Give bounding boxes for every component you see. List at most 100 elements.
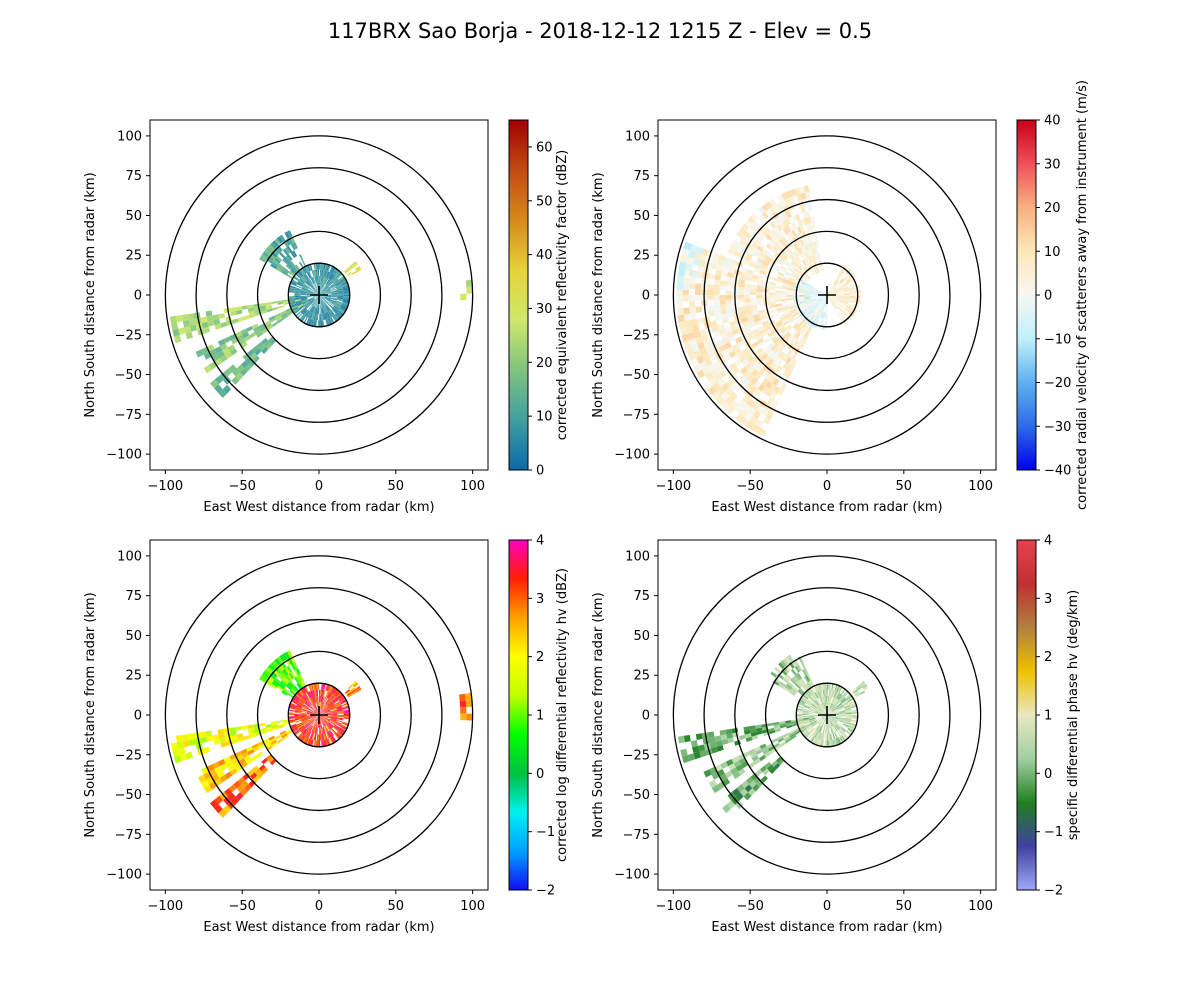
echo-cell [835, 685, 839, 692]
echo-cell [750, 295, 756, 299]
echo-cell [834, 699, 839, 705]
echo-cell [212, 734, 220, 741]
echo-cell [776, 305, 783, 309]
echo-cell [787, 248, 793, 255]
echo-cell [744, 327, 752, 334]
echo-cell [808, 688, 813, 695]
range-ring [226, 198, 412, 392]
echo-cell [718, 328, 726, 336]
echo-cell [812, 228, 817, 236]
echo-cell [342, 705, 349, 709]
echo-cell [815, 725, 820, 731]
echo-cell [308, 264, 312, 272]
echo-cell [202, 746, 211, 754]
echo-cell [343, 297, 350, 300]
echo-cell [838, 296, 844, 298]
echo-cell [793, 322, 799, 329]
echo-cell [834, 281, 839, 287]
echo-cell [459, 700, 467, 708]
echo-cell [296, 303, 303, 307]
echo-cell [777, 388, 785, 396]
x-tick-label: 0 [315, 899, 323, 914]
echo-cell [831, 287, 837, 292]
echo-cell [829, 703, 833, 710]
echo-cell [295, 668, 301, 675]
echo-cell [808, 312, 813, 318]
echo-cell [331, 296, 338, 298]
echo-cell [807, 303, 813, 308]
echo-cell [781, 286, 788, 290]
echo-cell [336, 719, 343, 723]
echo-cell [330, 707, 337, 711]
echo-cell [301, 287, 308, 291]
echo-cell [790, 273, 797, 279]
echo-cell [295, 299, 302, 303]
echo-cell [319, 289, 323, 295]
echo-cell [843, 702, 849, 707]
echo-cell [229, 727, 236, 733]
echo-cell [849, 724, 856, 729]
echo-cell [757, 337, 765, 345]
echo-cell [824, 702, 827, 709]
echo-cell [295, 693, 301, 699]
colorbar-tick-label: 1 [536, 709, 544, 724]
echo-cell [803, 684, 809, 691]
echo-cell [831, 719, 836, 725]
echo-cell [297, 702, 303, 707]
echo-cell [821, 715, 827, 719]
echo-cell [849, 702, 856, 707]
echo-cell [210, 379, 219, 389]
echo-cell [321, 300, 325, 307]
echo-cell [761, 353, 769, 361]
echo-cell [319, 715, 326, 717]
echo-cell [844, 720, 851, 724]
echo-cell [816, 289, 822, 293]
echo-cell [832, 708, 838, 713]
echo-cell [716, 745, 724, 752]
echo-cell [720, 391, 730, 401]
echo-cell [833, 280, 837, 286]
echo-cell [804, 732, 810, 738]
echo-cell [828, 696, 830, 703]
echo-cell [804, 274, 810, 280]
echo-cell [772, 346, 780, 354]
echo-cell [301, 709, 308, 712]
echo-cell [286, 274, 294, 280]
echo-cell [690, 734, 697, 741]
echo-cell [730, 324, 738, 331]
echo-cell [270, 263, 277, 270]
echo-cell [816, 297, 822, 301]
echo-cell [802, 710, 809, 713]
echo-cell [751, 307, 758, 313]
echo-cell [713, 289, 720, 295]
y-tick-label: −50 [115, 368, 142, 383]
echo-cell [809, 709, 816, 712]
echo-cell [298, 270, 304, 277]
echo-cell [327, 281, 333, 287]
echo-cell [288, 716, 295, 718]
echo-cell [294, 677, 300, 684]
echo-cell [333, 726, 339, 732]
echo-cell [332, 307, 338, 313]
echo-cell [826, 727, 827, 735]
echo-cell [319, 275, 321, 283]
echo-cell [220, 321, 228, 328]
echo-cell [851, 719, 858, 722]
echo-cell [321, 703, 324, 710]
echo-cell [337, 273, 343, 279]
echo-cell [311, 306, 315, 313]
echo-cell [841, 312, 846, 318]
echo-cell [323, 285, 328, 291]
echo-cell [319, 740, 321, 747]
echo-cell [295, 708, 302, 711]
echo-cell [804, 292, 811, 294]
echo-cell [758, 273, 766, 278]
echo-cell [309, 306, 314, 312]
echo-cell [827, 291, 832, 295]
echo-cell [185, 331, 193, 340]
echo-cell [816, 316, 820, 323]
echo-cell [783, 261, 790, 267]
echo-cell [750, 731, 758, 737]
echo-cell [798, 335, 804, 342]
echo-cell [710, 262, 718, 270]
